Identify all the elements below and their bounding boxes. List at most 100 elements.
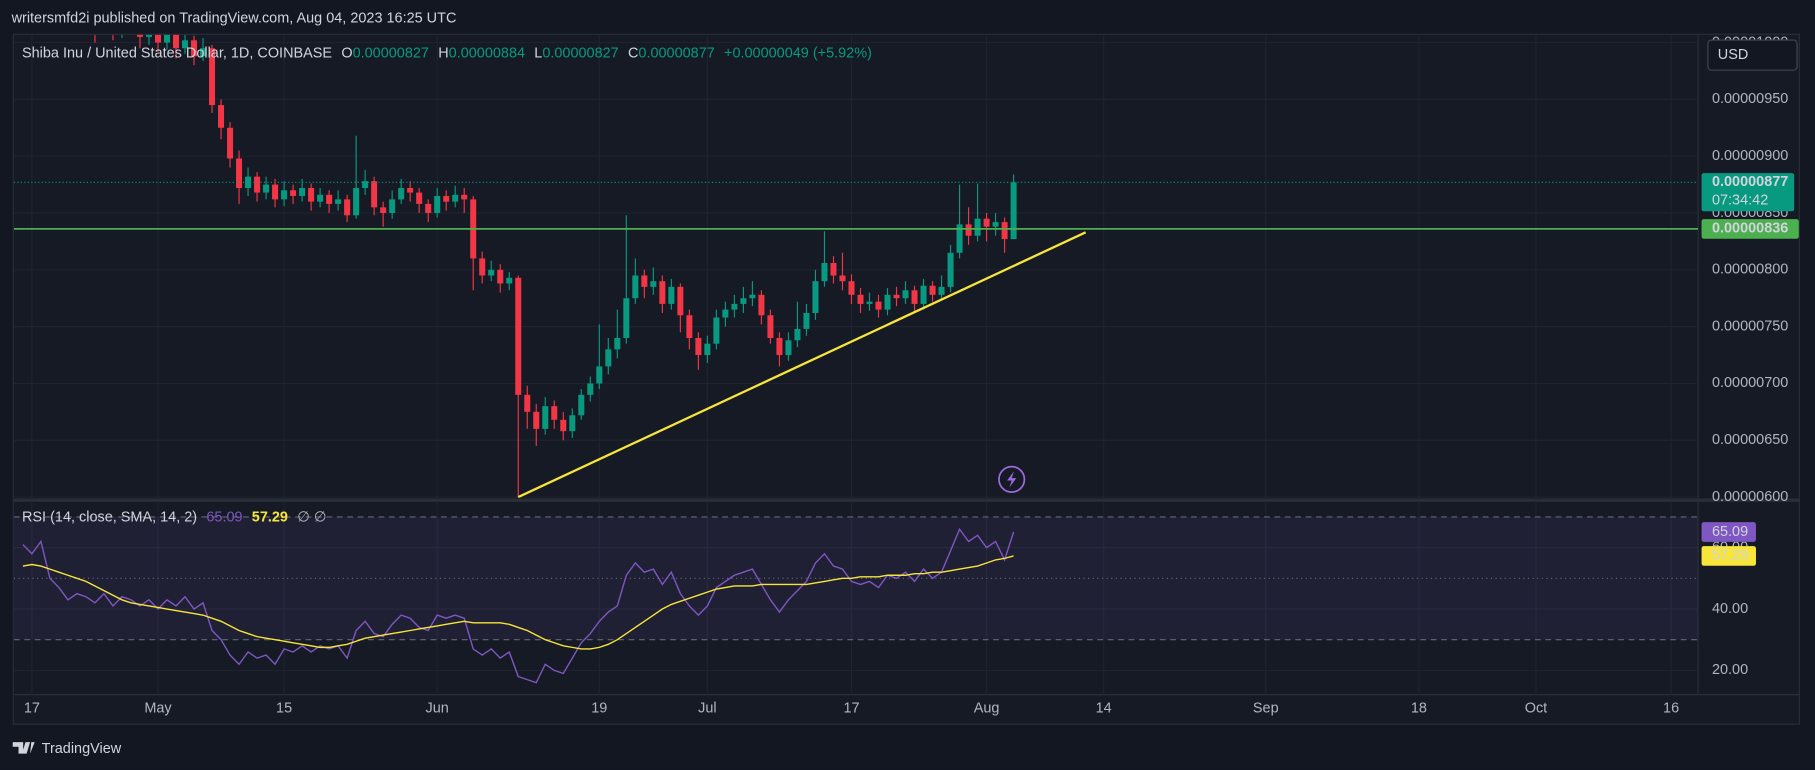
candle-body bbox=[326, 194, 333, 204]
grid bbox=[13, 34, 1699, 695]
candle-body bbox=[398, 188, 405, 200]
candle-body bbox=[182, 40, 189, 49]
currency-button[interactable]: USD bbox=[1707, 39, 1798, 71]
candle-body bbox=[452, 194, 459, 202]
x-tick-label: 18 bbox=[1411, 700, 1427, 716]
candle-body bbox=[875, 301, 882, 310]
candle-body bbox=[542, 406, 549, 429]
x-tick-label: 19 bbox=[591, 700, 607, 716]
candle-body bbox=[659, 281, 666, 304]
brand: TradingView bbox=[12, 741, 122, 757]
candle-body bbox=[578, 394, 585, 416]
candle-body bbox=[407, 188, 414, 193]
change: +0.00000049 (+5.92%) bbox=[724, 45, 872, 61]
candle-body bbox=[794, 328, 801, 341]
brand-logo bbox=[12, 742, 35, 754]
y-tick-label: 0.00000900 bbox=[1712, 148, 1788, 164]
candle-body bbox=[218, 105, 225, 128]
candle-body bbox=[209, 48, 216, 106]
x-tick-label: Oct bbox=[1525, 700, 1547, 716]
ohlc-value: 0.00000827 bbox=[353, 45, 429, 61]
candle-body bbox=[281, 190, 288, 200]
currency-box[interactable] bbox=[1707, 39, 1798, 71]
alert-icon bbox=[998, 465, 1026, 493]
candle-body bbox=[596, 366, 603, 384]
candle-body bbox=[389, 199, 396, 214]
candle-body bbox=[893, 294, 900, 299]
alert-circle bbox=[998, 465, 1026, 493]
rsi-tag bbox=[1701, 522, 1756, 542]
y2-tick-label: 40.00 bbox=[1712, 601, 1748, 617]
x-tick-label: 17 bbox=[843, 700, 859, 716]
price-legend: Shiba Inu / United States Dollar, 1D, CO… bbox=[22, 45, 872, 61]
candle-body bbox=[857, 294, 864, 304]
ohlc-value: 0.00000877 bbox=[638, 45, 714, 61]
candle-body bbox=[479, 258, 486, 276]
y-tick-label: 0.00000650 bbox=[1712, 432, 1788, 448]
ohlc-key: H bbox=[438, 45, 448, 61]
candle-body bbox=[416, 192, 423, 204]
rsi-tag-label: 57.29 bbox=[1712, 548, 1748, 564]
candle-body bbox=[569, 415, 576, 432]
candle-body bbox=[731, 303, 738, 310]
countdown: 07:34:42 bbox=[1712, 193, 1768, 209]
candle-body bbox=[605, 349, 612, 367]
candle-body bbox=[443, 195, 450, 202]
rsi-tag-label: 65.09 bbox=[1712, 524, 1748, 540]
candle-body bbox=[686, 315, 693, 338]
rsi-line bbox=[22, 527, 1015, 684]
candle-body bbox=[821, 263, 828, 282]
symbol: Shiba Inu / United States Dollar, 1D, CO… bbox=[22, 45, 332, 61]
candle-body bbox=[623, 298, 630, 338]
alert-bolt bbox=[1007, 471, 1017, 488]
rsi-legend: RSI (14, close, SMA, 14, 2) 65.09 57.29 ∅ ∅ bbox=[22, 509, 326, 525]
y-tick-label: 0.00000800 bbox=[1712, 262, 1788, 278]
candle-body bbox=[614, 337, 621, 350]
candle-body bbox=[371, 181, 378, 208]
candle-body bbox=[866, 301, 873, 304]
candle-body bbox=[848, 281, 855, 295]
candle-body bbox=[434, 195, 441, 214]
price-pane bbox=[13, 34, 1699, 498]
currency[interactable]: USD bbox=[1718, 47, 1749, 63]
candle-body bbox=[641, 275, 648, 287]
candle-body bbox=[803, 312, 810, 329]
candle-body bbox=[272, 184, 279, 200]
candle-body bbox=[965, 224, 972, 236]
x-tick-label: 15 bbox=[276, 700, 292, 716]
candle-body bbox=[344, 199, 351, 216]
candle-body bbox=[938, 286, 945, 295]
candle-body bbox=[497, 269, 504, 284]
candle-body bbox=[1010, 182, 1017, 240]
candle-body bbox=[551, 406, 558, 420]
rsi-tag bbox=[1701, 546, 1756, 566]
ohlc-key: L bbox=[534, 45, 542, 61]
candle-body bbox=[668, 286, 675, 304]
y-tick-label: 0.00000750 bbox=[1712, 318, 1788, 334]
y-tick-label: 0.00000950 bbox=[1712, 91, 1788, 107]
candle-body bbox=[425, 203, 432, 214]
candle-body bbox=[263, 184, 270, 193]
x-tick-label: Sep bbox=[1253, 700, 1279, 716]
candle-body bbox=[145, 34, 152, 37]
x-tick-label: 14 bbox=[1096, 700, 1112, 716]
candle-body bbox=[200, 48, 207, 57]
candle-body bbox=[1001, 222, 1008, 240]
candle-body bbox=[830, 263, 837, 276]
candle-body bbox=[299, 188, 306, 196]
candle-body bbox=[740, 298, 747, 304]
candle-body bbox=[650, 281, 657, 287]
candle-body bbox=[929, 285, 936, 295]
candle-body bbox=[677, 286, 684, 316]
rsi-value: 65.09 bbox=[206, 509, 242, 525]
candle-body bbox=[776, 337, 783, 356]
x-tick-label: 17 bbox=[24, 700, 40, 716]
candle-body bbox=[974, 218, 981, 236]
last-price-tag bbox=[1701, 173, 1795, 212]
candle-body bbox=[308, 188, 315, 202]
candle-body bbox=[488, 269, 495, 276]
x-tick-label: Jul bbox=[698, 700, 716, 716]
x-tick-label: 16 bbox=[1663, 700, 1679, 716]
hline-label: 0.00000836 bbox=[1712, 221, 1788, 237]
candle-body bbox=[911, 290, 918, 304]
